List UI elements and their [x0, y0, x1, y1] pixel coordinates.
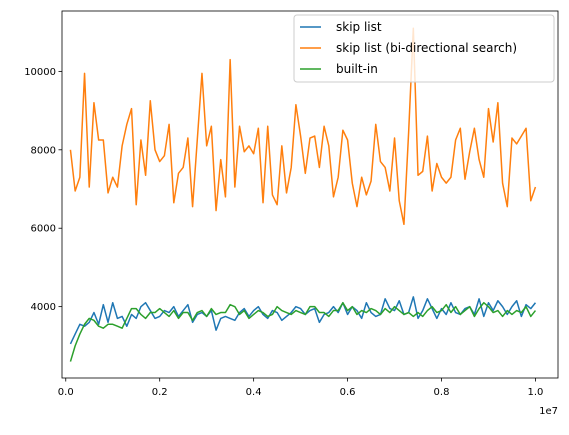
series-line-2: [69, 301, 537, 362]
y-tick-label: 6000: [31, 224, 56, 235]
series-line-0: [69, 296, 537, 345]
legend-label-0: skip list: [336, 20, 382, 34]
x-tick-label: 0.6: [340, 387, 356, 398]
y-tick-label: 8000: [31, 145, 56, 156]
plot-frame: [61, 10, 559, 379]
legend-label-2: built-in: [336, 62, 378, 76]
x-offset-label: 1e7: [539, 406, 558, 417]
y-tick-label: 10000: [24, 67, 56, 78]
x-tick-label: 0.8: [434, 387, 450, 398]
x-tick-label: 0.0: [58, 387, 74, 398]
x-tick-label: 1.0: [528, 387, 544, 398]
x-axis: 0.0 0.2 0.4 0.6 0.8 1.0: [58, 378, 544, 398]
series-line-1: [69, 27, 537, 226]
legend: skip list skip list (bi-directional searc…: [293, 14, 555, 83]
x-tick-label: 0.2: [152, 387, 168, 398]
y-tick-label: 4000: [31, 302, 56, 313]
x-tick-label: 0.4: [246, 387, 262, 398]
y-axis: 4000 6000 8000 10000: [24, 67, 62, 313]
legend-box: [293, 14, 555, 83]
legend-label-1: skip list (bi-directional search): [336, 41, 517, 55]
series-layer: [69, 27, 537, 362]
